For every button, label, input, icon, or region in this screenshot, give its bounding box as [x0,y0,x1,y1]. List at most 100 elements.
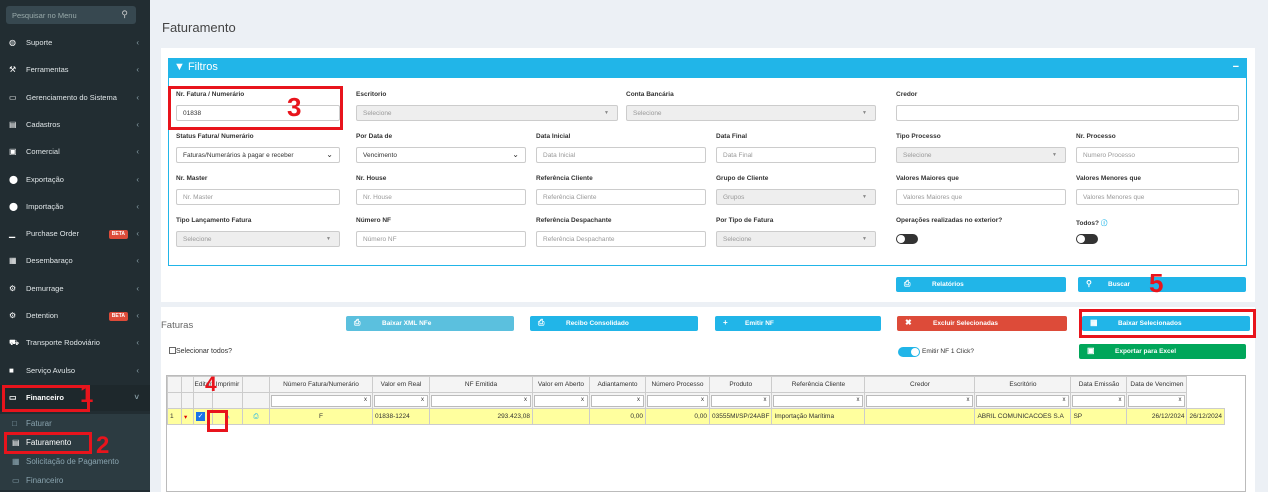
sidebar-item-comercial[interactable]: ▣ Comercial ‹ [0,139,150,165]
sidebar-item-importa-o[interactable]: ⬤ Importação ‹ [0,194,150,220]
sidebar-item-detention[interactable]: ⚙ Detention BETA ‹ [0,303,150,329]
excluir-selecionadas-button[interactable]: ✖ Excluir Selecionadas [897,316,1067,331]
nr-house-input[interactable]: Nr. House [356,189,526,205]
op-exterior-toggle[interactable] [896,234,918,244]
sidebar-subitem-2[interactable]: ▦ Solicitação de Pagamento [0,452,150,471]
conta-bancaria-select[interactable]: Selecione ▼ [626,105,876,121]
grupo-cliente-select[interactable]: Grupos ▼ [716,189,876,205]
column-header: Data de Vencimen [1126,376,1188,393]
column-filter-cell [181,392,194,409]
escritorio-label: Escritorio [356,91,387,98]
print-icon[interactable]: ⎙ [253,412,259,420]
filters-header[interactable]: ▼ Filtros − [168,58,1247,78]
column-filter-cell: x [1126,392,1188,409]
clear-filter-icon[interactable]: x [524,396,527,403]
chevron-left-icon: ‹ [136,201,139,211]
valores-maiores-input[interactable]: Valores Maiores que [896,189,1066,205]
column-filter-input[interactable]: x [534,394,588,407]
sidebar-subitem-label: Faturamento [26,438,72,447]
sidebar-subitem-0[interactable]: □ Faturar [0,414,150,433]
annotation-number-3: 3 [287,92,302,122]
column-filter-input[interactable]: x [591,394,644,407]
sidebar-item-suporte[interactable]: ◍ Suporte ‹ [0,30,150,56]
sidebar-item-servi-o-avulso[interactable]: ■ Serviço Avulso ‹ [0,358,150,384]
row-expand-cell[interactable]: ▾ [181,408,194,425]
file-icon: ■ [9,365,14,375]
column-filter-input[interactable]: x [1072,394,1126,407]
tipo-fatura-select[interactable]: Selecione ▼ [716,231,876,247]
column-header[interactable]: NF Emitida [429,376,533,393]
sidebar-item-ferramentas[interactable]: ⚒ Ferramentas ‹ [0,57,150,83]
sidebar-subitem-3[interactable]: ▭ Financeiro [0,471,150,490]
column-filter-input[interactable]: x [431,394,531,407]
tipo-processo-select[interactable]: Selecione ▼ [896,147,1066,163]
column-filter-input[interactable]: x [374,394,428,407]
ref-despachante-input[interactable]: Referência Despachante [536,231,706,247]
escritorio-select[interactable]: Selecione ▼ [356,105,618,121]
column-filter-cell: x [372,392,430,409]
column-filter-input[interactable]: x [271,394,371,407]
clear-filter-icon[interactable]: x [856,396,860,403]
clear-filter-icon[interactable]: x [421,396,424,403]
data-inicial-input[interactable]: Data Inicial [536,147,706,163]
toggle-knob [1077,235,1085,243]
column-header [167,376,182,393]
relatorios-button[interactable]: ⎙ Relatórios [896,277,1066,292]
sidebar-item-demurrage[interactable]: ⚙ Demurrage ‹ [0,276,150,302]
credor-input[interactable] [896,105,1239,121]
sidebar-item-purchase-order[interactable]: ▁ Purchase Order BETA ‹ [0,221,150,247]
menu-search-input[interactable]: Pesquisar no Menu ⚲ [6,6,136,24]
table-row[interactable]: 1 ▾ ✓ ✎ ⎙ F 01838-1224 293.423,08 0,00 0,00 03555M… [167,408,1225,425]
sidebar-item-desembara-o[interactable]: ▦ Desembaraço ‹ [0,248,150,274]
minimize-icon[interactable]: − [1232,61,1239,73]
column-filter-input[interactable]: x [773,394,864,407]
sidebar-subitem-1[interactable]: ▤ Faturamento [0,433,150,452]
help-icon: ⓘ [1100,220,1108,227]
column-filter-input[interactable]: x [976,394,1070,407]
clear-filter-icon[interactable]: x [1178,396,1182,403]
data-vencimento-cell: 26/12/2024 [1186,408,1225,425]
emitir-click-toggle[interactable] [898,347,920,357]
column-filter-input[interactable]: x [1128,394,1186,407]
clear-filter-icon[interactable]: x [701,396,704,403]
tipo-lancamento-select[interactable]: Selecione ▼ [176,231,340,247]
caret-down-icon[interactable]: ▾ [184,413,188,421]
status-fatura-select[interactable]: Faturas/Numerários à pagar e receber ⌄ [176,147,340,163]
exportar-excel-button[interactable]: ▣ Exportar para Excel [1079,344,1246,359]
por-data-select[interactable]: Vencimento ⌄ [356,147,526,163]
emitir-nf-button[interactable]: + Emitir NF [715,316,881,331]
clear-filter-icon[interactable]: x [364,396,367,403]
sidebar-item-cadastros[interactable]: ▤ Cadastros ‹ [0,112,150,138]
baixar-xml-button[interactable]: ⎙ Baixar XML NFe [346,316,514,331]
print-cell[interactable]: ⎙ [242,408,270,425]
nr-processo-input[interactable]: Numero Processo [1076,147,1239,163]
nr-master-input[interactable]: Nr. Master [176,189,340,205]
clear-filter-icon[interactable]: x [763,396,767,403]
row-checkbox[interactable]: ✓ [196,412,205,421]
baixar-selecionados-button[interactable]: ▦ Baixar Selecionados [1082,316,1250,331]
ref-cliente-input[interactable]: Referência Cliente [536,189,706,205]
clear-filter-icon[interactable]: x [966,396,970,403]
sidebar-subitem-label: Faturar [26,419,52,428]
buscar-button[interactable]: ⚲ Buscar [1078,277,1246,292]
select-all-checkbox[interactable]: Selecionar todos? [169,347,232,355]
recibo-consolidado-button[interactable]: ⎙ Recibo Consolidado [530,316,698,331]
nr-fatura-input[interactable]: 01838 [176,105,340,121]
valores-menores-input[interactable]: Valores Menores que [1076,189,1239,205]
data-final-input[interactable]: Data Final [716,147,876,163]
numero-nf-input[interactable]: Número NF [356,231,526,247]
column-filter-input[interactable]: x [647,394,708,407]
clear-filter-icon[interactable]: x [1062,396,1066,403]
column-filter-input[interactable]: x [866,394,974,407]
column-filter-cell: x [532,392,590,409]
sidebar-item-financeiro[interactable]: ▭ Financeiro ˅ [0,384,150,411]
clear-filter-icon[interactable]: x [1118,396,1122,403]
sidebar-item-transporte-rodovi-rio[interactable]: ⛟ Transporte Rodoviário ‹ [0,330,150,356]
sidebar-item-gerenciamento-do-sistema[interactable]: ▭ Gerenciamento do Sistema ‹ [0,85,150,111]
clear-filter-icon[interactable]: x [581,396,584,403]
clear-filter-icon[interactable]: x [637,396,640,403]
search-icon: ⚲ [1086,279,1092,288]
sidebar-item-exporta-o[interactable]: ⬤ Exportação ‹ [0,167,150,193]
column-filter-input[interactable]: x [711,394,771,407]
todos-toggle[interactable] [1076,234,1098,244]
